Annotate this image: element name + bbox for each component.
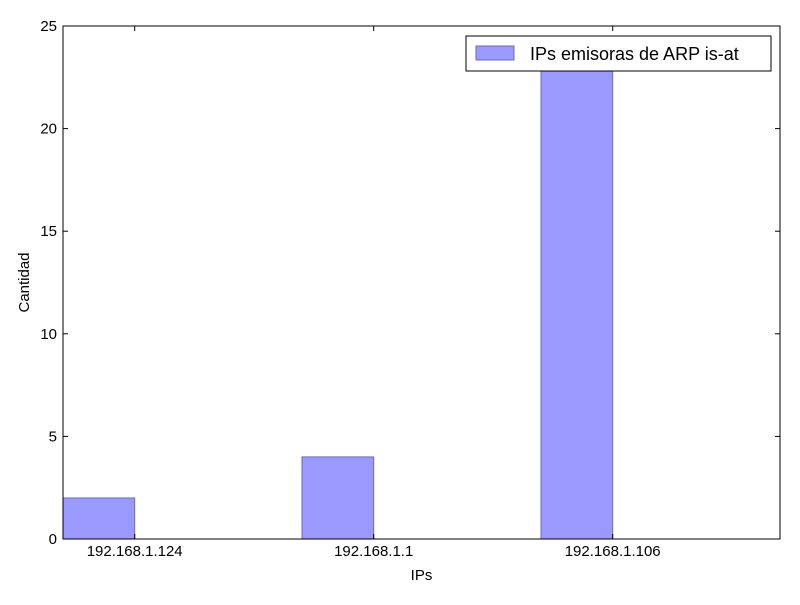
y-axis-label: Cantidad <box>16 252 33 312</box>
x-tick-label-192-168-1-124: 192.168.1.124 <box>87 543 183 560</box>
y-tick-label-20: 20 <box>40 121 57 138</box>
y-axis-ticks: 0 5 10 15 20 25 <box>40 18 780 548</box>
bars-layer <box>62 46 614 540</box>
bar-192-168-1-124 <box>62 497 136 540</box>
x-axis-label: IPs <box>411 567 433 584</box>
x-tick-label-192-168-1-106: 192.168.1.106 <box>565 543 661 560</box>
x-axis-ticks: 192.168.1.124 192.168.1.1 192.168.1.106 <box>87 26 661 560</box>
legend-entry: IPs emisoras de ARP is-at <box>530 44 739 64</box>
y-tick-label-10: 10 <box>40 326 57 343</box>
x-tick-label-192-168-1-1: 192.168.1.1 <box>334 543 413 560</box>
y-tick-label-25: 25 <box>40 18 57 35</box>
y-tick-label-15: 15 <box>40 223 57 240</box>
y-tick-label-0: 0 <box>49 531 57 548</box>
bar-192-168-1-1 <box>301 456 375 540</box>
bar-192-168-1-106 <box>540 46 614 540</box>
y-tick-label-5: 5 <box>49 428 57 445</box>
legend-box <box>465 35 772 72</box>
legend: IPs emisoras de ARP is-at <box>465 35 772 72</box>
plot-frame <box>62 25 781 540</box>
legend-swatch <box>475 45 515 61</box>
